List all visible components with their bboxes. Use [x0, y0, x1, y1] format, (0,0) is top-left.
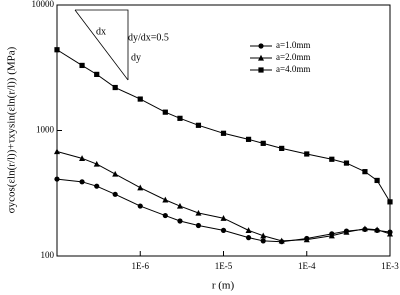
marker [112, 84, 118, 91]
marker [361, 225, 368, 232]
marker [278, 237, 285, 244]
marker [177, 218, 183, 224]
marker [162, 196, 169, 203]
marker [260, 238, 266, 244]
marker [260, 140, 266, 146]
marker [162, 212, 168, 219]
marker [387, 230, 393, 237]
marker [329, 156, 335, 162]
marker [94, 183, 100, 189]
marker [220, 227, 227, 233]
legend-label: a=4.0mm [276, 64, 310, 74]
marker [195, 122, 202, 128]
marker [260, 232, 267, 239]
marker [303, 236, 310, 243]
marker [79, 62, 85, 69]
marker [245, 227, 252, 233]
slope-triangle [75, 9, 129, 80]
legend-label: a=2.0mm [276, 52, 310, 62]
x-tick-label: 1E-3 [381, 261, 399, 271]
series-line [56, 49, 391, 203]
x-tick-label: 1E-5 [215, 261, 233, 271]
annotation: dy/dx=0.5 [128, 32, 169, 43]
marker [162, 109, 168, 115]
series-line [56, 151, 391, 242]
marker [258, 67, 264, 73]
marker [54, 176, 60, 182]
marker [137, 184, 144, 191]
marker [79, 179, 85, 185]
marker [177, 115, 183, 121]
marker [94, 71, 100, 77]
marker [54, 148, 60, 155]
y-axis-label: σycos(εln(r/l))+τxysin(εln(r/l)) (MPa) [6, 46, 18, 213]
marker [374, 177, 380, 184]
marker [245, 235, 252, 241]
marker [93, 160, 100, 167]
marker [137, 203, 143, 209]
marker [258, 54, 264, 61]
marker [343, 160, 350, 166]
marker [279, 145, 285, 152]
marker [195, 209, 202, 216]
marker [54, 47, 60, 53]
legend-label: a=1.0mm [276, 40, 310, 50]
x-tick-label: 1E-6 [132, 261, 150, 271]
marker [258, 43, 264, 49]
marker [374, 226, 381, 233]
marker [195, 222, 202, 229]
y-tick-label: 1000 [36, 125, 55, 135]
marker [176, 202, 183, 209]
marker [304, 151, 310, 157]
marker [79, 155, 86, 161]
x-axis-label: r (m) [212, 280, 235, 292]
marker [362, 169, 368, 175]
slope-triangle [74, 9, 129, 81]
marker [112, 170, 119, 177]
annotation: dy [131, 52, 141, 63]
series-line [56, 178, 391, 243]
marker [343, 228, 350, 235]
marker [137, 96, 143, 102]
y-tick-label: 100 [41, 250, 55, 260]
marker [220, 215, 227, 221]
marker [112, 191, 118, 197]
marker [387, 199, 393, 205]
marker [245, 136, 252, 142]
annotation: dx [96, 26, 106, 37]
marker [220, 130, 227, 136]
marker [328, 232, 335, 239]
y-tick-label: 10000 [32, 0, 55, 9]
x-tick-label: 1E-4 [298, 261, 316, 271]
